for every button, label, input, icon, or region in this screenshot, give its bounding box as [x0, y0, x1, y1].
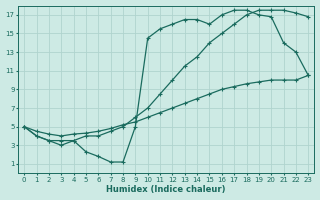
- X-axis label: Humidex (Indice chaleur): Humidex (Indice chaleur): [107, 185, 226, 194]
